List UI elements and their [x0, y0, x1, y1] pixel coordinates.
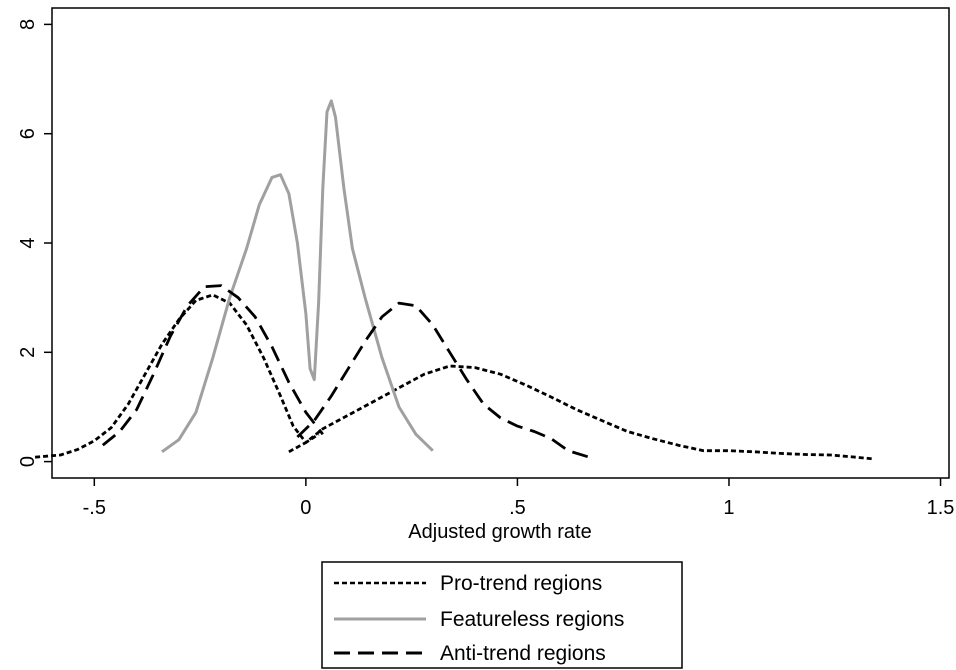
series-layer — [34, 99, 873, 461]
x-tick-label: 0 — [300, 497, 311, 519]
legend: Pro-trend regions Featureless regions An… — [321, 561, 683, 669]
x-tick-label: .5 — [509, 497, 526, 519]
legend-label-anti-trend: Anti-trend regions — [440, 642, 606, 665]
series-line-anti-trend-regions-part-2 — [296, 301, 590, 459]
plot-frame — [51, 7, 950, 479]
series-line-anti-trend-regions-part-1 — [101, 284, 324, 447]
x-axis: -.5 0 .5 1 1.5 — [83, 478, 955, 519]
x-axis-title: Adjusted growth rate — [408, 521, 591, 543]
y-tick-label: 8 — [17, 19, 39, 30]
y-axis: 0 2 4 6 8 — [17, 19, 52, 467]
x-tick-label: 1.5 — [927, 497, 955, 519]
y-tick-label: 2 — [17, 347, 39, 358]
plot-area — [51, 7, 950, 479]
series-line-pro-trend-regions-part-2 — [288, 364, 873, 461]
series-line-pro-trend-regions-part-1 — [34, 293, 320, 459]
y-tick-label: 4 — [17, 237, 39, 248]
legend-label-pro-trend: Pro-trend regions — [440, 572, 602, 595]
legend-label-featureless: Featureless regions — [440, 608, 624, 631]
y-tick-label: 6 — [17, 128, 39, 139]
series-line-featureless-regions — [161, 99, 434, 454]
x-tick-label: -.5 — [83, 497, 106, 519]
y-tick-label: 0 — [17, 456, 39, 467]
legend-box — [321, 561, 683, 669]
x-tick-label: 1 — [723, 497, 734, 519]
